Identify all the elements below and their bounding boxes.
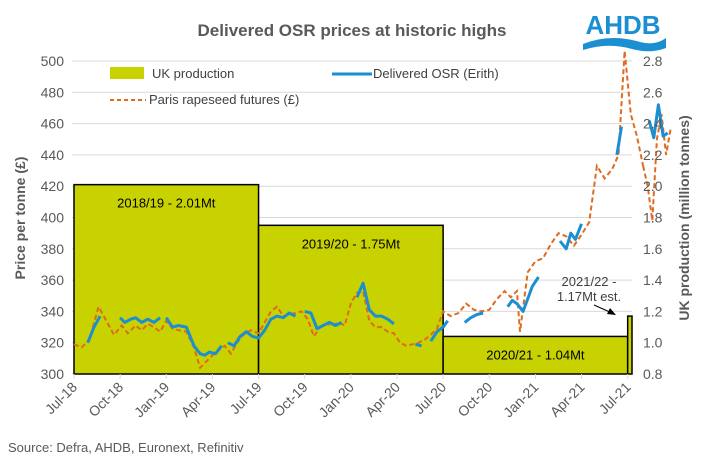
- chart-title: Delivered OSR prices at historic highs: [198, 21, 507, 40]
- delivered-osr-line: [165, 316, 223, 357]
- y2-tick-label: 1.4: [643, 272, 663, 288]
- x-tick-label: Jan-21: [500, 379, 542, 421]
- production-bar-label: 2019/20 - 1.75Mt: [302, 236, 401, 251]
- x-tick-label: Jul-20: [411, 379, 449, 417]
- production-bar-label: 2020/21 - 1.04Mt: [486, 347, 585, 362]
- y2-tick-label: 2.2: [643, 147, 663, 163]
- annotation-arrowhead-icon: [607, 308, 616, 315]
- y2-tick-label: 1.2: [643, 303, 663, 319]
- x-tick-label: Oct-20: [454, 379, 495, 420]
- y2-tick-label: 1.8: [643, 210, 663, 226]
- production-bar: [257, 224, 444, 375]
- x-tick-label: Jul-19: [226, 379, 264, 417]
- production-bar-label: 2018/19 - 2.01Mt: [117, 196, 216, 211]
- logo-text: AHDB: [585, 10, 660, 40]
- paris-futures-line: [73, 50, 645, 370]
- price-lines: [73, 50, 672, 370]
- y-tick-label: 480: [41, 84, 65, 100]
- y2-tick-label: 2.0: [643, 178, 663, 194]
- y-tick-label: 380: [41, 241, 65, 257]
- x-tick-label: Jan-20: [315, 379, 357, 421]
- legend: UK production Delivered OSR (Erith) Pari…: [110, 66, 499, 107]
- annotation-line2: 1.17Mt est.: [557, 289, 621, 304]
- y-axis-label: Price per tonne (£): [12, 157, 28, 280]
- legend-label-production: UK production: [152, 66, 234, 81]
- delivered-osr-line: [227, 311, 297, 348]
- legend-label-paris: Paris rapeseed futures (£): [149, 92, 299, 107]
- delivered-osr-line: [355, 281, 395, 326]
- y-tick-label: 440: [41, 147, 65, 163]
- delivered-osr-line: [86, 315, 102, 344]
- production-bar: [626, 315, 633, 375]
- y-tick-label: 400: [41, 210, 65, 226]
- ahdb-logo: AHDB: [583, 10, 666, 52]
- x-tick-label: Jan-19: [131, 379, 173, 421]
- y-axis-right: 0.8 1.0 1.2 1.4 1.6 1.8 2.0 2.2 2.4 2.6 2.8: [643, 53, 663, 382]
- legend-swatch-production: [110, 67, 144, 79]
- delivered-osr-line: [415, 342, 422, 348]
- x-axis: Jul-18 Oct-18 Jan-19 Apr-19 Jul-19 Oct-19 Jan-…: [42, 374, 634, 420]
- legend-label-delivered: Delivered OSR (Erith): [373, 66, 499, 81]
- y2-tick-label: 1.0: [643, 335, 663, 351]
- y2-tick-label: 1.6: [643, 241, 663, 257]
- production-bars: 2018/19 - 2.01Mt 2019/20 - 1.75Mt 2020/21 …: [73, 183, 633, 375]
- y2-tick-label: 2.4: [643, 116, 663, 132]
- delivered-osr-line: [506, 276, 540, 313]
- y2-axis-label: UK production (million tonnes): [676, 115, 692, 320]
- x-tick-label: Oct-18: [85, 379, 126, 420]
- delivered-osr-line: [463, 311, 484, 324]
- delivered-osr-line: [615, 126, 623, 156]
- y-tick-label: 340: [41, 303, 65, 319]
- x-tick-label: Jul-21: [596, 379, 634, 417]
- paris-futures-line-tail: [642, 114, 672, 221]
- x-tick-label: Oct-19: [270, 379, 311, 420]
- x-tick-label: Apr-20: [362, 379, 403, 420]
- y-tick-label: 300: [41, 366, 65, 382]
- delivered-osr-line: [647, 103, 669, 140]
- annotation-line1: 2021/22 -: [562, 274, 617, 289]
- delivered-osr-line: [558, 223, 583, 251]
- x-tick-label: Jul-18: [42, 379, 80, 417]
- delivered-osr-line: [304, 309, 343, 331]
- x-tick-label: Apr-21: [547, 379, 588, 420]
- y2-tick-label: 2.6: [643, 84, 663, 100]
- logo-wave-icon: [583, 37, 666, 52]
- y2-tick-label: 0.8: [643, 366, 663, 382]
- annotation-2021-22: 2021/22 - 1.17Mt est.: [557, 274, 621, 315]
- y-tick-label: 460: [41, 116, 65, 132]
- delivered-osr-line: [119, 316, 162, 324]
- y-axis-left: 300 320 340 360 380 400 420 440 460 480 500: [41, 53, 65, 382]
- y-tick-label: 360: [41, 272, 65, 288]
- production-bar: [73, 183, 260, 375]
- y-tick-label: 500: [41, 53, 65, 69]
- y-tick-label: 420: [41, 178, 65, 194]
- y-tick-label: 320: [41, 335, 65, 351]
- y2-tick-label: 2.8: [643, 53, 663, 69]
- delivered-osr-line: [429, 319, 449, 342]
- source-note: Source: Defra, AHDB, Euronext, Refinitiv: [8, 440, 244, 455]
- x-tick-label: Apr-19: [178, 379, 219, 420]
